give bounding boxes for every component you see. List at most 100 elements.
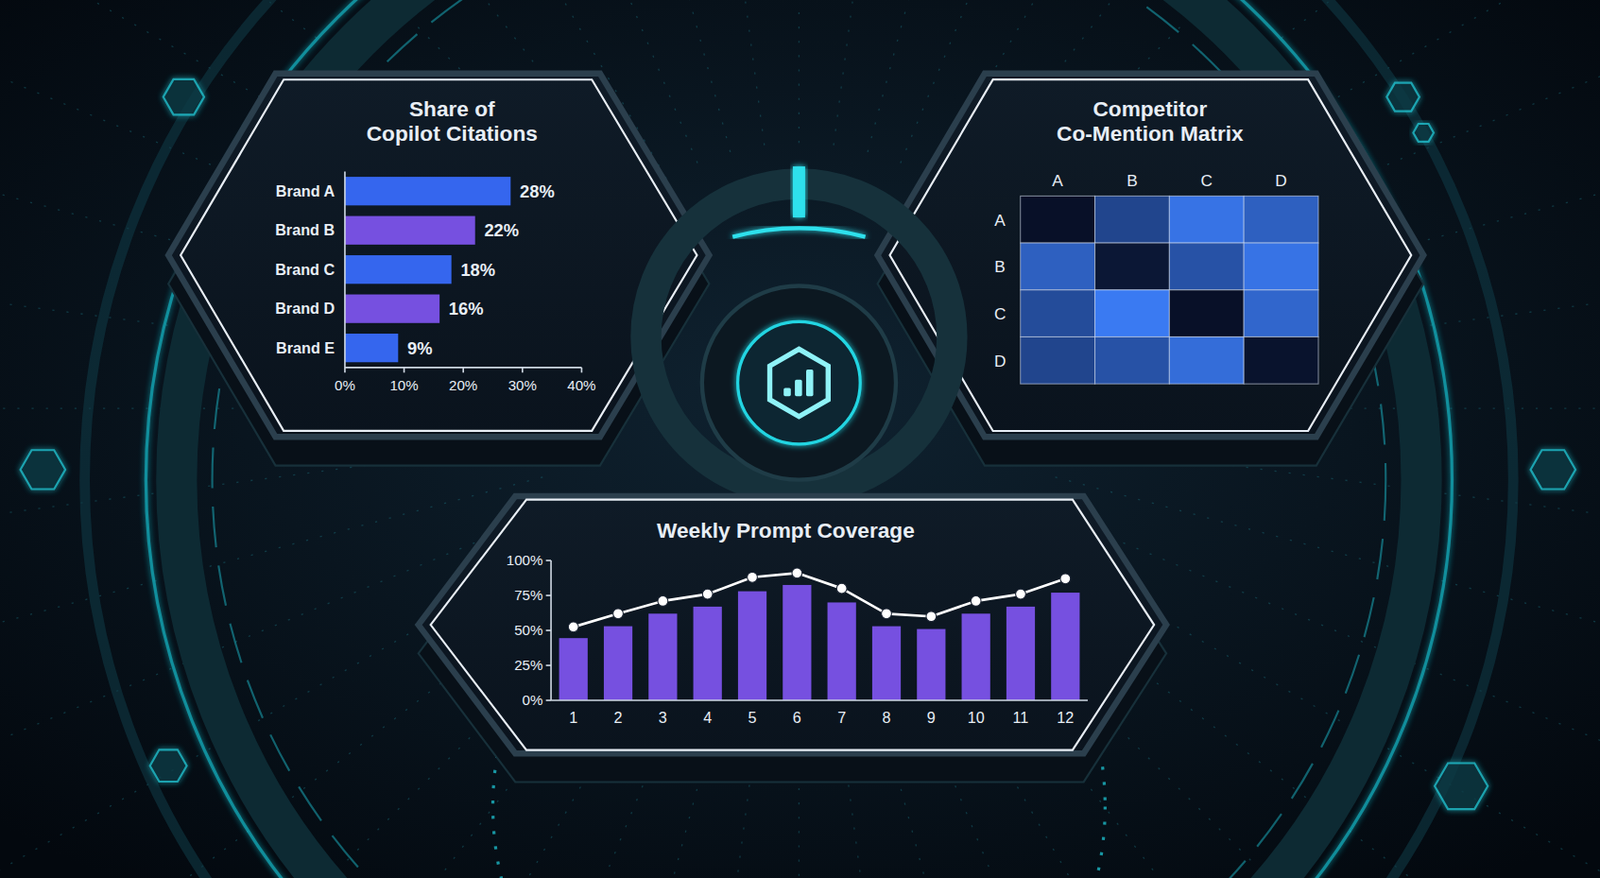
bar bbox=[344, 255, 452, 284]
panel-face bbox=[168, 73, 709, 438]
point bbox=[836, 583, 847, 594]
category-label: 10 bbox=[967, 708, 985, 726]
chart-title: Co-Mention Matrix bbox=[1056, 120, 1244, 146]
cell bbox=[1169, 336, 1244, 384]
hub-light bbox=[792, 166, 806, 218]
cell bbox=[1095, 290, 1170, 338]
category-label: 5 bbox=[748, 708, 757, 726]
bars bbox=[344, 176, 511, 362]
cell bbox=[1169, 195, 1244, 243]
point bbox=[567, 621, 579, 633]
column-label: C bbox=[1201, 171, 1213, 190]
hex-decor bbox=[1531, 449, 1577, 489]
data-label: 16% bbox=[448, 298, 484, 319]
tick bbox=[403, 367, 406, 373]
background-rays bbox=[0, 0, 1600, 878]
ring bbox=[145, 0, 1452, 878]
bar bbox=[344, 294, 440, 324]
data-label: 22% bbox=[483, 220, 519, 241]
row-label: D bbox=[994, 351, 1006, 371]
point bbox=[657, 596, 669, 607]
ring bbox=[85, 0, 1514, 878]
tick bbox=[546, 699, 551, 702]
panel-border bbox=[430, 499, 1155, 751]
cell bbox=[1095, 242, 1170, 291]
tick-label: 0% bbox=[522, 691, 544, 708]
chart-title: Copilot Citations bbox=[366, 120, 538, 146]
dashboard: Share ofCopilot CitationsBrand A28%Brand… bbox=[0, 0, 1600, 878]
category-label: 3 bbox=[658, 708, 668, 726]
point bbox=[1060, 573, 1071, 585]
tick-label: 50% bbox=[514, 621, 543, 638]
tick-label: 100% bbox=[506, 551, 544, 568]
category-label: 2 bbox=[614, 708, 623, 726]
bar bbox=[872, 626, 901, 701]
point bbox=[613, 608, 624, 620]
data-label: 9% bbox=[407, 338, 433, 359]
point bbox=[970, 596, 981, 607]
category-label: 1 bbox=[568, 708, 578, 726]
category-label: 11 bbox=[1013, 708, 1030, 726]
tick bbox=[546, 664, 551, 667]
bar bbox=[738, 591, 767, 701]
ray bbox=[833, 0, 959, 146]
tick bbox=[546, 559, 551, 562]
panel-border bbox=[890, 79, 1412, 431]
bar bbox=[962, 613, 991, 701]
ray bbox=[638, 0, 764, 146]
tick-label: 25% bbox=[514, 656, 543, 673]
hub-icon bbox=[794, 379, 803, 396]
hex-decor bbox=[150, 749, 188, 782]
panel-face bbox=[418, 496, 1167, 754]
cell bbox=[1243, 195, 1319, 243]
category-label: 7 bbox=[837, 708, 846, 726]
cell bbox=[1243, 242, 1319, 291]
panel-border bbox=[180, 79, 697, 431]
cell bbox=[1020, 195, 1096, 243]
hex-decor bbox=[1386, 83, 1420, 112]
tick bbox=[546, 629, 551, 632]
bar bbox=[1050, 592, 1080, 701]
column-label: D bbox=[1274, 171, 1287, 190]
chart-title: Weekly Prompt Coverage bbox=[656, 517, 915, 543]
column-label: A bbox=[1051, 171, 1064, 190]
panel bbox=[877, 73, 1425, 466]
hex-decor bbox=[1434, 762, 1488, 809]
cell bbox=[1243, 290, 1319, 338]
hub-icon bbox=[783, 387, 792, 396]
hub-core bbox=[738, 321, 861, 445]
hex-decor bbox=[1412, 123, 1434, 142]
tick-label: 10% bbox=[389, 377, 418, 394]
hex-decor bbox=[20, 449, 67, 489]
chart-title: Share of bbox=[409, 96, 496, 121]
category-label: 12 bbox=[1056, 708, 1074, 726]
bar bbox=[344, 216, 476, 245]
cell bbox=[1169, 290, 1244, 338]
tick bbox=[581, 367, 584, 373]
cell bbox=[1095, 195, 1170, 243]
tick-label: 40% bbox=[567, 377, 596, 394]
point bbox=[1015, 588, 1027, 600]
category-label: 4 bbox=[703, 708, 712, 726]
category-label: Brand E bbox=[275, 339, 335, 357]
category-label: Brand C bbox=[275, 260, 335, 278]
point bbox=[702, 588, 713, 600]
bar bbox=[693, 606, 723, 701]
hub-icon bbox=[770, 348, 829, 416]
row-label: B bbox=[994, 257, 1006, 276]
tick-label: 30% bbox=[508, 377, 537, 394]
axis-line bbox=[344, 171, 346, 367]
category-label: 9 bbox=[927, 708, 936, 726]
point bbox=[747, 571, 758, 583]
cell bbox=[1095, 336, 1170, 384]
hex-decor bbox=[163, 79, 205, 115]
bar bbox=[603, 626, 633, 701]
tick bbox=[344, 367, 346, 373]
tick bbox=[521, 367, 524, 373]
point bbox=[881, 608, 893, 620]
category-label: 8 bbox=[881, 708, 891, 726]
tick-label: 20% bbox=[448, 377, 478, 394]
bar bbox=[559, 637, 588, 701]
tick-label: 0% bbox=[334, 377, 356, 394]
chart-title: Competitor bbox=[1092, 96, 1207, 121]
